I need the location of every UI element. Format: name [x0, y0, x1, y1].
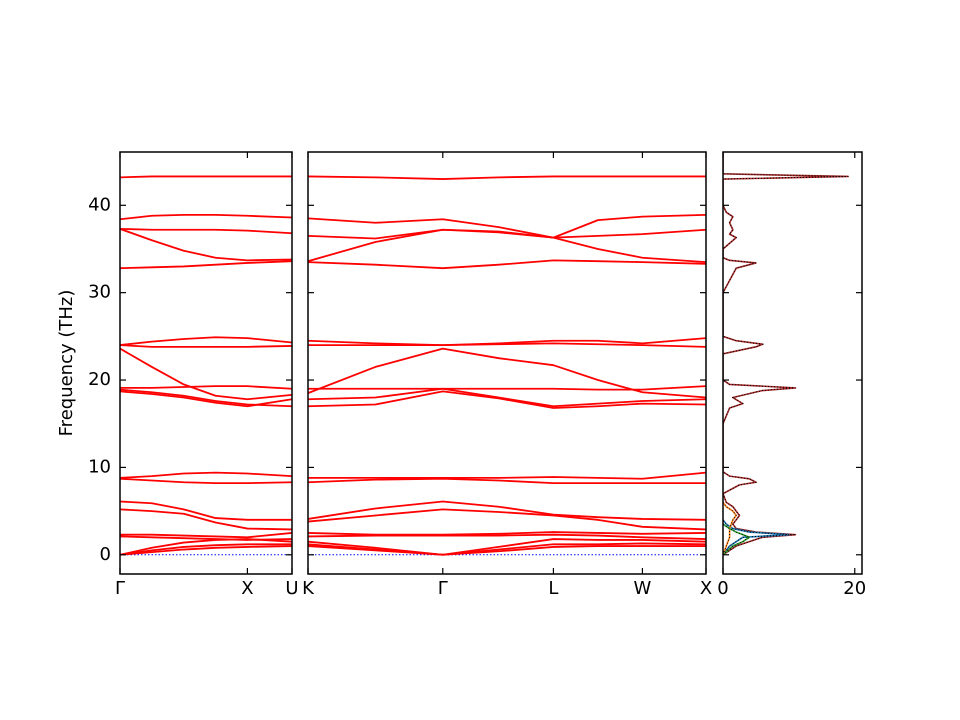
band — [120, 477, 292, 485]
band — [308, 533, 706, 540]
band — [120, 538, 292, 556]
band — [120, 545, 292, 556]
x-tick-label: 20 — [843, 578, 866, 599]
dos-dots — [723, 152, 849, 556]
x-tick-label: W — [634, 578, 652, 599]
band — [308, 477, 706, 485]
band — [308, 500, 706, 521]
band — [308, 471, 706, 480]
panel — [308, 175, 706, 556]
band — [308, 508, 706, 531]
x-tick-label: L — [548, 578, 558, 599]
band — [308, 385, 706, 391]
band — [120, 385, 292, 390]
y-tick-label: 10 — [88, 456, 111, 477]
dos-dots — [723, 519, 789, 556]
y-axis-label: Frequency (THz) — [56, 290, 77, 437]
band — [120, 336, 292, 346]
y-tick-label: 20 — [88, 369, 111, 390]
x-tick-label: U — [285, 578, 298, 599]
band — [120, 228, 292, 262]
band — [308, 175, 706, 180]
band — [308, 342, 706, 348]
x-tick-label: Γ — [438, 578, 448, 599]
band — [120, 543, 292, 556]
x-tick-label: K — [302, 578, 315, 599]
y-tick-label: 0 — [100, 544, 111, 565]
frame — [119, 151, 293, 575]
frame — [307, 151, 707, 575]
dos-dots — [723, 502, 737, 555]
x-tick-label: X — [241, 578, 253, 599]
band — [308, 545, 706, 556]
band — [120, 347, 292, 401]
band — [120, 214, 292, 221]
band — [308, 259, 706, 270]
band — [120, 260, 292, 270]
frame — [722, 151, 863, 575]
band — [120, 500, 292, 521]
band — [120, 390, 292, 408]
x-tick-label: X — [700, 578, 712, 599]
band — [308, 228, 706, 263]
band — [308, 228, 706, 240]
panel — [120, 175, 292, 556]
x-tick-label: 0 — [717, 578, 728, 599]
band — [308, 538, 706, 556]
dos-curve — [723, 152, 849, 556]
x-tick-label: Γ — [115, 578, 125, 599]
band — [308, 337, 706, 346]
y-tick-label: 30 — [88, 282, 111, 303]
band — [120, 471, 292, 479]
panel — [723, 152, 849, 556]
band — [120, 175, 292, 179]
band — [308, 390, 706, 409]
band — [308, 531, 706, 536]
band — [308, 214, 706, 239]
band — [308, 387, 706, 408]
band — [120, 508, 292, 531]
band — [120, 532, 292, 539]
band — [120, 227, 292, 235]
y-tick-label: 40 — [88, 194, 111, 215]
dos-curve — [723, 523, 751, 556]
band — [120, 344, 292, 348]
